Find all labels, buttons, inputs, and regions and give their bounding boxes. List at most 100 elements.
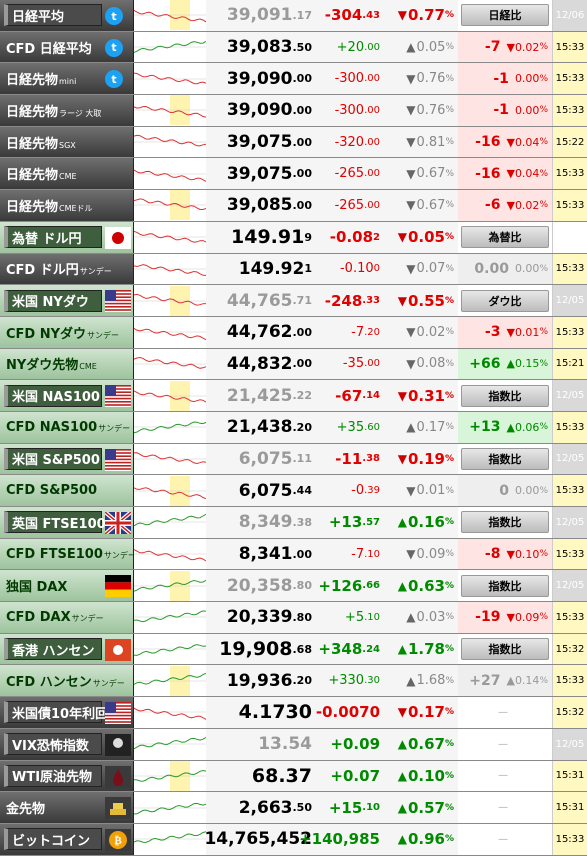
row-name[interactable]: CFD ハンセンサンデー bbox=[0, 665, 134, 697]
quote-row[interactable]: 米国債10年利回り 4.1730 -0.0070 ▼ 0.17% — 15:32 bbox=[0, 697, 587, 729]
sparkline-chart[interactable] bbox=[134, 570, 206, 602]
row-name-label[interactable]: WTI原油先物 bbox=[4, 764, 102, 787]
compare-cell[interactable]: 指数比 bbox=[458, 380, 552, 411]
quote-row[interactable]: CFD ハンセンサンデー 19,936.20 +330.30 ▲ 1.68% +27 ▲ 0.… bbox=[0, 665, 587, 698]
compare-button[interactable]: 指数比 bbox=[461, 511, 549, 534]
sparkline-chart[interactable] bbox=[134, 0, 206, 31]
row-name-label[interactable]: CFD NAS100サンデー bbox=[6, 419, 131, 435]
row-name-label[interactable]: 独国 DAX bbox=[6, 580, 68, 596]
compare-button[interactable]: 指数比 bbox=[461, 384, 549, 407]
row-name[interactable]: CFD ドル円サンデー bbox=[0, 253, 134, 285]
compare-button[interactable]: 指数比 bbox=[461, 574, 549, 597]
row-name[interactable]: 独国 DAX bbox=[0, 570, 134, 602]
quote-row[interactable]: CFD 日経平均 t 39,083.50 +20.00 ▲ 0.05% -7 ▼ 0.02% 15… bbox=[0, 31, 587, 64]
row-name[interactable]: 日経先物CME bbox=[0, 158, 134, 190]
row-name-label[interactable]: VIX恐怖指数 bbox=[4, 733, 102, 756]
row-name-label[interactable]: ビットコイン bbox=[4, 828, 102, 851]
quote-row[interactable]: CFD FTSE100サンデー 8,341.00 -7.10 ▼ 0.09% -8 ▼ 0.1… bbox=[0, 538, 587, 571]
row-name[interactable]: VIX恐怖指数 bbox=[0, 728, 134, 760]
row-name[interactable]: 日経先物ラージ 大取 bbox=[0, 95, 134, 126]
sparkline-chart[interactable] bbox=[134, 728, 206, 760]
sparkline-chart[interactable] bbox=[134, 760, 206, 792]
compare-cell[interactable]: 指数比 bbox=[458, 633, 552, 665]
sparkline-chart[interactable] bbox=[134, 348, 206, 380]
sparkline-chart[interactable] bbox=[134, 538, 206, 570]
sparkline-chart[interactable] bbox=[134, 475, 206, 506]
quote-row[interactable]: 英国 FTSE100 8,349.38 +13.57 ▲ 0.16% 指数比 12/05 bbox=[0, 507, 587, 539]
compare-cell[interactable]: 指数比 bbox=[458, 570, 552, 602]
row-name-label[interactable]: 米国 S&P500 bbox=[4, 447, 102, 470]
row-name-label[interactable]: 米国債10年利回り bbox=[4, 701, 121, 724]
quote-row[interactable]: VIX恐怖指数 13.54 +0.09 ▲ 0.67% — 12/05 bbox=[0, 728, 587, 761]
quote-row[interactable]: CFD ドル円サンデー 149.92 1 -0.10 0 ▼ 0.07% 0.00 0.00% 1… bbox=[0, 253, 587, 286]
compare-button[interactable]: 指数比 bbox=[461, 447, 549, 470]
row-name-label[interactable]: CFD S&P500 bbox=[6, 483, 98, 499]
sparkline-chart[interactable] bbox=[134, 823, 206, 855]
row-name[interactable]: 金先物 bbox=[0, 792, 134, 823]
twitter-icon[interactable]: t bbox=[105, 38, 123, 57]
row-name-label[interactable]: CFD DAXサンデー bbox=[6, 609, 104, 625]
quote-row[interactable]: 日経先物mini t 39,090.00 -300.00 ▼ 0.76% -1 0.00% 15… bbox=[0, 63, 587, 96]
row-name[interactable]: WTI原油先物 bbox=[0, 760, 134, 792]
row-name-label[interactable]: CFD FTSE100サンデー bbox=[6, 546, 136, 562]
compare-button[interactable]: 為替比 bbox=[461, 226, 549, 249]
sparkline-chart[interactable] bbox=[134, 253, 206, 285]
row-name[interactable]: 米国 NAS100 bbox=[0, 380, 134, 411]
sparkline-chart[interactable] bbox=[134, 411, 206, 443]
row-name[interactable]: 日経先物mini t bbox=[0, 63, 134, 95]
quote-row[interactable]: 為替 ドル円 149.91 9 -0.08 2 ▼ 0.05% 為替比 bbox=[0, 221, 587, 254]
sparkline-chart[interactable] bbox=[134, 602, 206, 633]
quote-row[interactable]: CFD NYダウサンデー 44,762.00 -7.20 ▼ 0.02% -3 ▼ 0.01%… bbox=[0, 316, 587, 349]
row-name[interactable]: ビットコイン ₿ bbox=[0, 823, 134, 855]
quote-row[interactable]: 米国 S&P500 6,075.11 -11.38 ▼ 0.19% 指数比 12/05 bbox=[0, 443, 587, 476]
sparkline-chart[interactable] bbox=[134, 792, 206, 823]
row-name[interactable]: CFD FTSE100サンデー bbox=[0, 538, 136, 570]
compare-cell[interactable]: 指数比 bbox=[458, 443, 552, 475]
row-name[interactable]: CFD NYダウサンデー bbox=[0, 316, 134, 348]
quote-row[interactable]: 香港 ハンセン 19,908.68 +348.24 ▲ 1.78% 指数比 15:32 bbox=[0, 633, 587, 666]
row-name-label[interactable]: 日経平均 bbox=[4, 4, 102, 27]
row-name-label[interactable]: CFD 日経平均 bbox=[6, 41, 92, 57]
sparkline-chart[interactable] bbox=[134, 63, 206, 95]
row-name-label[interactable]: NYダウ先物CME bbox=[6, 358, 97, 374]
row-name[interactable]: 為替 ドル円 bbox=[0, 221, 134, 253]
compare-button[interactable]: 指数比 bbox=[461, 638, 549, 661]
compare-button[interactable]: ダウ比 bbox=[461, 289, 549, 312]
sparkline-chart[interactable] bbox=[134, 95, 206, 126]
row-name[interactable]: 米国債10年利回り bbox=[0, 697, 134, 728]
quote-row[interactable]: 米国 NYダウ 44,765.71 -248.33 ▼ 0.55% ダウ比 12/05 bbox=[0, 285, 587, 317]
sparkline-chart[interactable] bbox=[134, 285, 206, 316]
row-name[interactable]: CFD 日経平均 t bbox=[0, 31, 134, 63]
row-name-label[interactable]: CFD NYダウサンデー bbox=[6, 326, 120, 342]
sparkline-chart[interactable] bbox=[134, 697, 206, 728]
row-name[interactable]: 米国 NYダウ bbox=[0, 285, 134, 316]
quote-row[interactable]: 日経先物ラージ 大取 39,090.00 -300.00 ▼ 0.76% -1 0.00% 1… bbox=[0, 95, 587, 127]
row-name-label[interactable]: 為替 ドル円 bbox=[4, 226, 102, 249]
quote-row[interactable]: 日経先物CME 39,075.00 -265.00 ▼ 0.67% -16 ▼ 0.04% 15… bbox=[0, 158, 587, 191]
row-name-label[interactable]: 米国 NYダウ bbox=[4, 289, 102, 312]
row-name-label[interactable]: 米国 NAS100 bbox=[4, 384, 102, 407]
sparkline-chart[interactable] bbox=[134, 380, 206, 411]
quote-row[interactable]: CFD S&P500 6,075.44 -0.39 ▼ 0.01% 0 0.00% 15:33 bbox=[0, 475, 587, 507]
sparkline-chart[interactable] bbox=[134, 507, 206, 538]
row-name[interactable]: 米国 S&P500 bbox=[0, 443, 134, 475]
row-name-label[interactable]: 日経先物CMEドル bbox=[6, 199, 93, 215]
row-name-label[interactable]: 日経先物mini bbox=[6, 73, 77, 89]
sparkline-chart[interactable] bbox=[134, 158, 206, 190]
row-name[interactable]: CFD NAS100サンデー bbox=[0, 411, 134, 443]
row-name-label[interactable]: 日経先物SGX bbox=[6, 136, 76, 152]
row-name[interactable]: NYダウ先物CME bbox=[0, 348, 134, 380]
quote-row[interactable]: WTI原油先物 68.37 +0.07 ▲ 0.10% — 15:31 bbox=[0, 760, 587, 793]
row-name[interactable]: 香港 ハンセン bbox=[0, 633, 134, 665]
compare-cell[interactable]: ダウ比 bbox=[458, 285, 552, 316]
compare-button[interactable]: 日経比 bbox=[461, 4, 549, 27]
quote-row[interactable]: 独国 DAX 20,358.80 +126.66 ▲ 0.63% 指数比 12/05 bbox=[0, 570, 587, 603]
row-name-label[interactable]: CFD ドル円サンデー bbox=[6, 263, 112, 279]
sparkline-chart[interactable] bbox=[134, 665, 206, 697]
row-name-label[interactable]: 日経先物ラージ 大取 bbox=[6, 104, 102, 120]
sparkline-chart[interactable] bbox=[134, 316, 206, 348]
sparkline-chart[interactable] bbox=[134, 633, 206, 665]
row-name-label[interactable]: 香港 ハンセン bbox=[4, 638, 102, 661]
row-name-label[interactable]: CFD ハンセンサンデー bbox=[6, 675, 125, 691]
quote-row[interactable]: 日経平均 t 39,091.17 -304.43 ▼ 0.77% 日経比 12/06 bbox=[0, 0, 587, 32]
